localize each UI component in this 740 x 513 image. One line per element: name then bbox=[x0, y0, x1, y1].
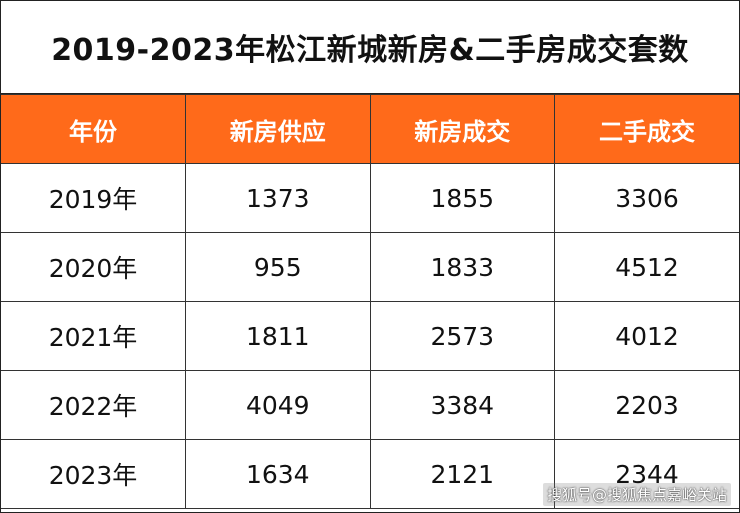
cell-new-supply: 1634 bbox=[185, 439, 371, 509]
table-row: 2022年 4049 3384 2203 bbox=[1, 370, 739, 440]
cell-new-supply: 1811 bbox=[185, 301, 371, 371]
cell-year: 2021年 bbox=[1, 301, 186, 371]
table-row: 2023年 1634 2121 2344 bbox=[1, 439, 739, 509]
cell-new-supply: 4049 bbox=[185, 370, 371, 440]
header-second-hand-sales: 二手成交 bbox=[554, 94, 739, 164]
cell-second-hand-sales: 4512 bbox=[554, 232, 739, 302]
cell-second-hand-sales: 3306 bbox=[554, 163, 739, 233]
cell-second-hand-sales: 2203 bbox=[554, 370, 739, 440]
cell-new-sales: 2573 bbox=[369, 301, 555, 371]
data-table: 年份 新房供应 新房成交 二手成交 2019年 1373 1855 3306 2… bbox=[1, 94, 739, 509]
cell-new-supply: 1373 bbox=[185, 163, 371, 233]
cell-year: 2022年 bbox=[1, 370, 186, 440]
cell-new-supply: 955 bbox=[185, 232, 371, 302]
cell-year: 2023年 bbox=[1, 439, 186, 509]
table-row: 2019年 1373 1855 3306 bbox=[1, 163, 739, 233]
table-title: 2019-2023年松江新城新房&二手房成交套数 bbox=[1, 1, 739, 95]
cell-new-sales: 1855 bbox=[369, 163, 555, 233]
cell-second-hand-sales: 2344 bbox=[554, 439, 739, 509]
cell-second-hand-sales: 4012 bbox=[554, 301, 739, 371]
cell-new-sales: 1833 bbox=[369, 232, 555, 302]
cell-year: 2019年 bbox=[1, 163, 186, 233]
watermark-text: 搜狐号@搜狐焦点嘉峪关站 bbox=[542, 483, 731, 506]
header-new-supply: 新房供应 bbox=[185, 94, 371, 164]
header-row: 年份 新房供应 新房成交 二手成交 bbox=[1, 94, 739, 164]
cell-year: 2020年 bbox=[1, 232, 186, 302]
table-row: 2020年 955 1833 4512 bbox=[1, 232, 739, 302]
cell-new-sales: 3384 bbox=[369, 370, 555, 440]
header-year: 年份 bbox=[1, 94, 186, 164]
table-row: 2021年 1811 2573 4012 bbox=[1, 301, 739, 371]
header-new-sales: 新房成交 bbox=[369, 94, 555, 164]
cell-new-sales: 2121 bbox=[369, 439, 555, 509]
